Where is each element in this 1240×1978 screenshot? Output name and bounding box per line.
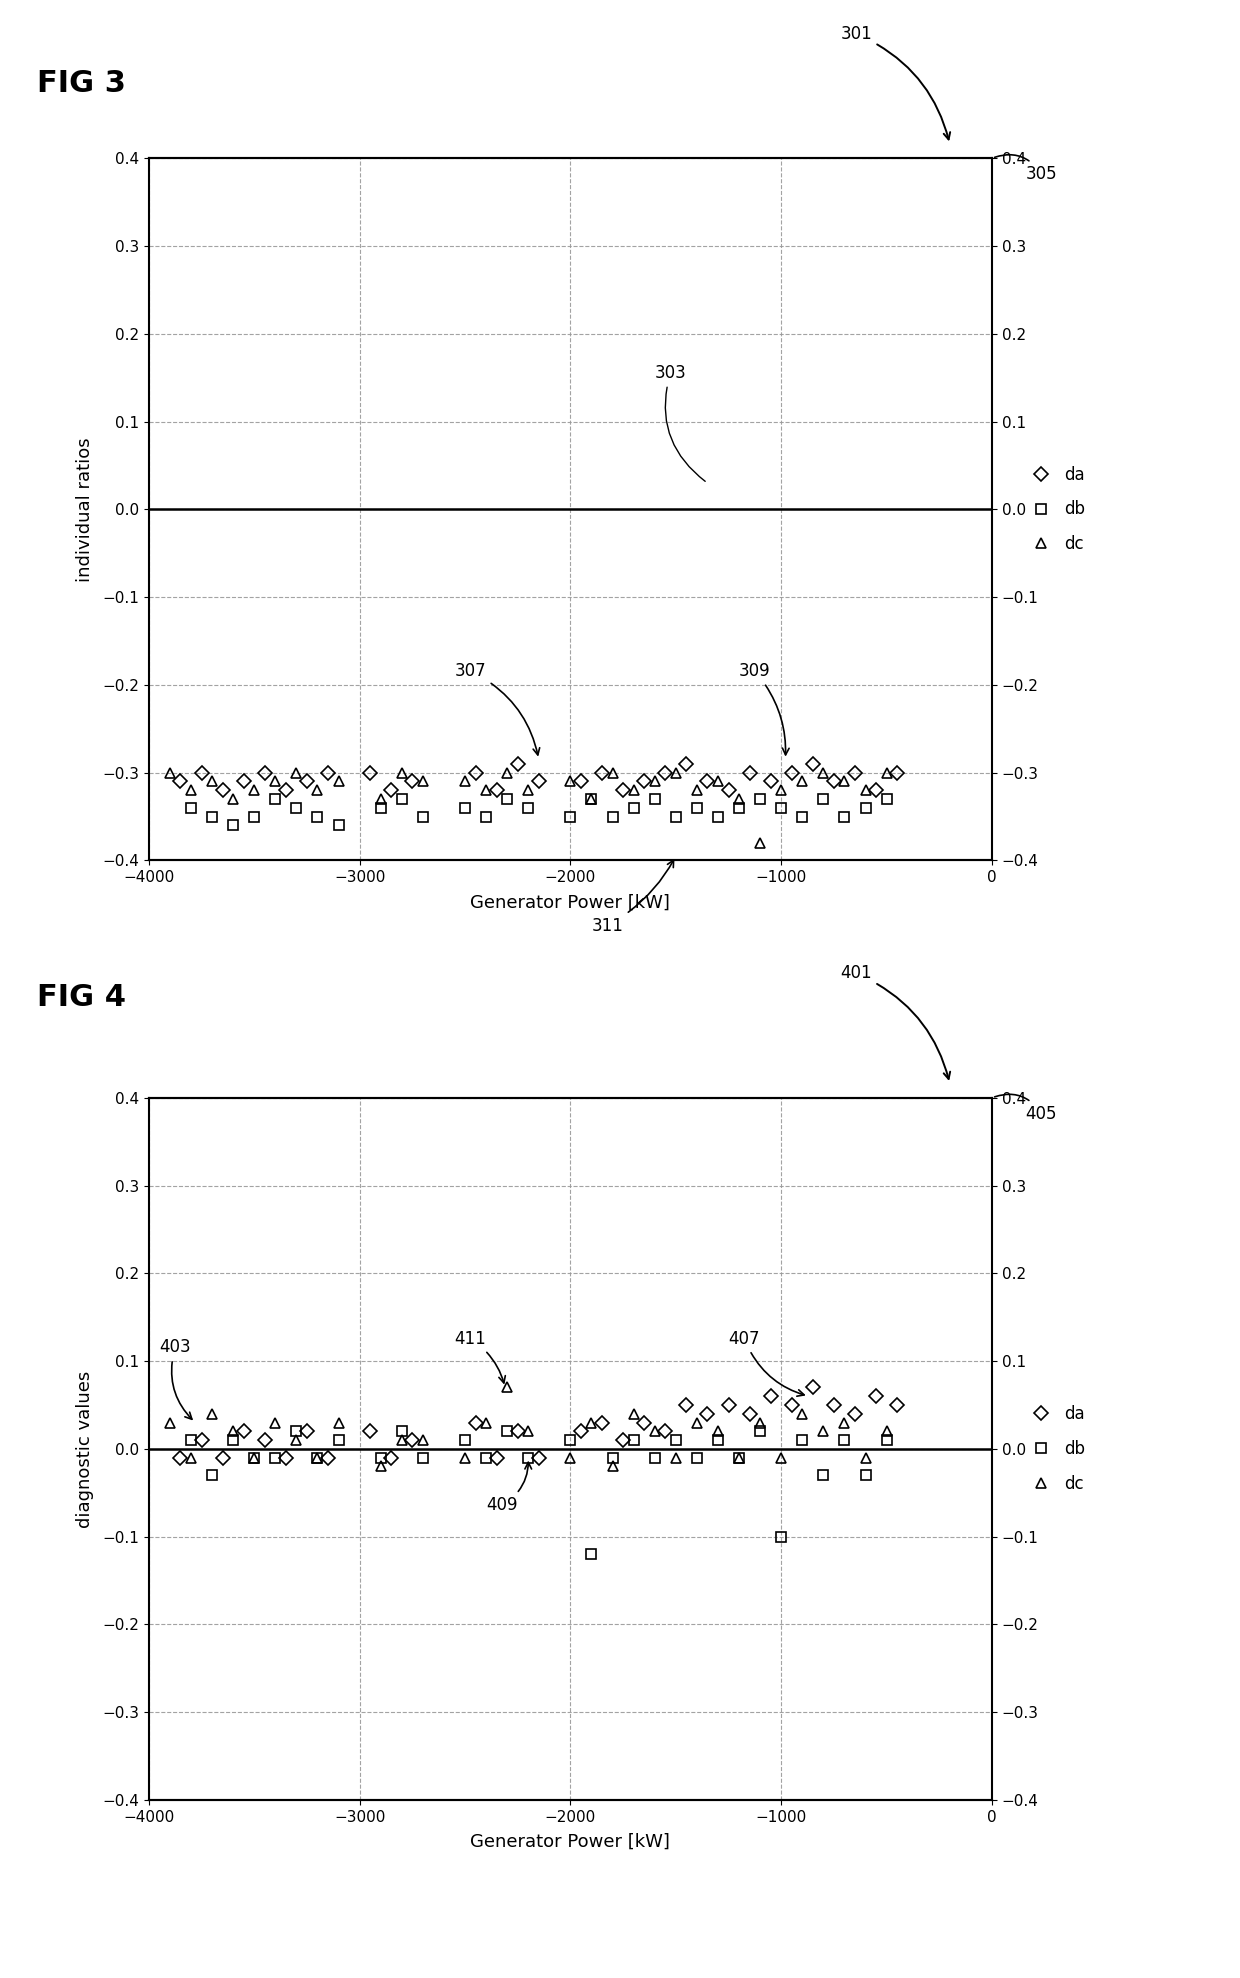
Text: 307: 307 [454,663,539,756]
Text: 401: 401 [841,965,950,1078]
Text: 301: 301 [841,26,950,138]
Legend: da, db, dc: da, db, dc [1017,1398,1091,1499]
Y-axis label: individual ratios: individual ratios [76,437,94,582]
Text: FIG 4: FIG 4 [37,983,126,1013]
Text: 407: 407 [729,1329,805,1396]
Text: 409: 409 [486,1462,532,1515]
X-axis label: Generator Power [kW]: Generator Power [kW] [470,1834,671,1851]
Text: 305: 305 [994,154,1058,184]
Text: 403: 403 [159,1339,192,1420]
Legend: da, db, dc: da, db, dc [1017,459,1091,560]
Text: FIG 3: FIG 3 [37,69,126,99]
Text: 411: 411 [454,1329,506,1383]
Y-axis label: diagnostic values: diagnostic values [76,1371,94,1527]
Text: 405: 405 [994,1094,1058,1124]
Text: 309: 309 [739,663,789,756]
Text: 303: 303 [655,364,706,481]
Text: 311: 311 [591,860,673,936]
X-axis label: Generator Power [kW]: Generator Power [kW] [470,894,671,912]
